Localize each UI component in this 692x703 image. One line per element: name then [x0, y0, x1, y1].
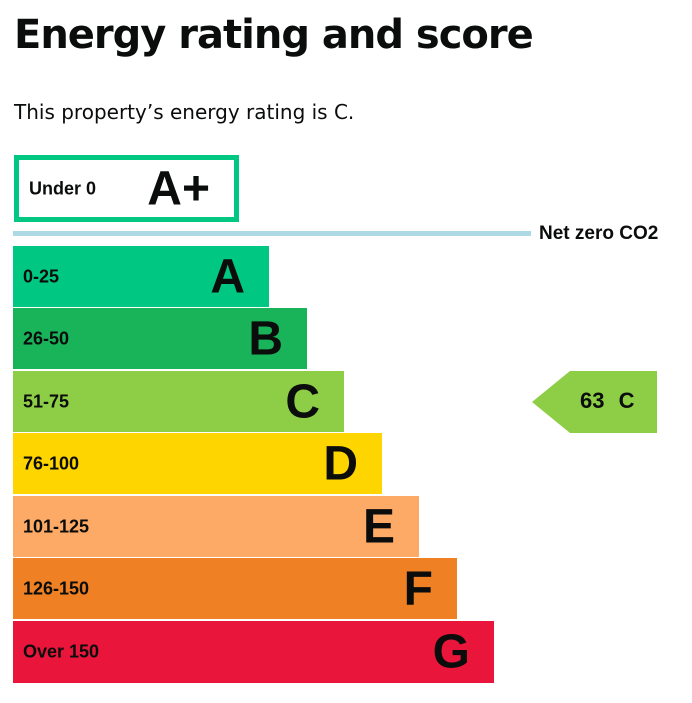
- band-letter: F: [403, 562, 433, 615]
- band-range: Over 150: [23, 641, 100, 662]
- page-title: Energy rating and score: [14, 12, 534, 58]
- band-range: 76-100: [23, 453, 80, 473]
- net-zero-line: [13, 231, 531, 236]
- net-zero-label: Net zero CO2: [539, 223, 659, 244]
- band-g: Over 150 G: [13, 621, 494, 683]
- band-c: 51-75 C: [13, 371, 344, 432]
- band-letter: D: [323, 437, 358, 490]
- band-range: 126-150: [23, 578, 90, 598]
- current-rating-arrow: [532, 371, 657, 433]
- band-range: 101-125: [23, 516, 90, 536]
- band-range: 0-25: [23, 266, 60, 286]
- band-b: 26-50 B: [13, 308, 307, 369]
- band-letter: A: [210, 250, 245, 303]
- band-letter: B: [248, 312, 283, 365]
- band-range: 26-50: [23, 328, 70, 348]
- current-rating-label: 63 C: [580, 388, 635, 413]
- band-a: 0-25 A: [13, 246, 269, 307]
- band-letter: C: [285, 375, 320, 428]
- band-a-plus: Under 0 A+: [14, 155, 239, 222]
- rating-summary: This property’s energy rating is C.: [14, 100, 355, 124]
- band-e: 101-125 E: [13, 496, 419, 557]
- band-range: Under 0: [29, 178, 97, 198]
- band-letter: A+: [147, 162, 210, 215]
- band-range: 51-75: [23, 391, 70, 411]
- band-letter: E: [362, 500, 395, 553]
- band-letter: G: [432, 625, 470, 679]
- band-f: 126-150 F: [13, 558, 457, 619]
- band-d: 76-100 D: [13, 433, 382, 494]
